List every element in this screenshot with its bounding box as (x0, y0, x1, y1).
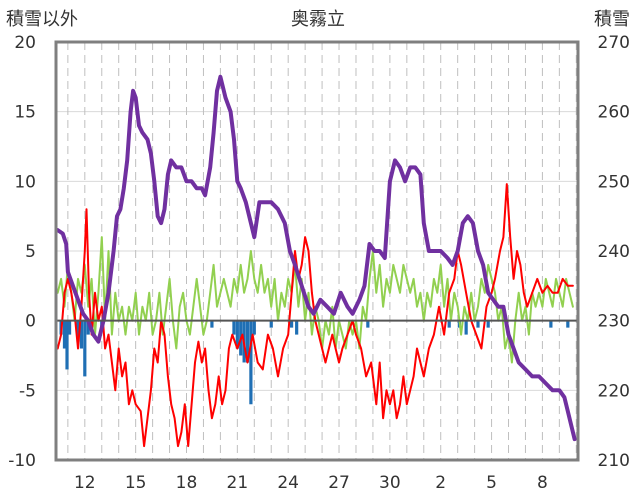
precip-bar (295, 320, 299, 335)
right-y-axis: 270 260 250 240 230 220 210 (598, 33, 630, 471)
precip-bar (235, 320, 239, 349)
left-tick-label: 10 (14, 172, 36, 192)
x-axis: 12 15 18 21 24 27 30 2 5 8 (74, 473, 548, 493)
precip-bar (65, 320, 69, 370)
right-tick-label: 240 (598, 242, 630, 262)
precip-bar (232, 320, 236, 335)
series-lines (55, 74, 577, 448)
precip-bar (549, 320, 553, 328)
x-tick-label: 8 (537, 473, 548, 493)
x-tick-label: 27 (328, 473, 350, 493)
right-tick-label: 230 (598, 312, 630, 332)
right-tick-label: 260 (598, 103, 630, 123)
left-tick-label: 0 (25, 312, 36, 332)
x-tick-label: 12 (74, 473, 96, 493)
left-axis-title: 積雪以外 (6, 9, 78, 30)
precip-bar (464, 320, 468, 335)
right-tick-label: 220 (598, 381, 630, 401)
precip-bar (566, 320, 570, 328)
left-tick-label: -5 (19, 381, 36, 401)
x-tick-label: 21 (227, 473, 249, 493)
snow_depth-line (55, 74, 577, 442)
precip-bar (83, 320, 87, 377)
precip-bar (289, 320, 294, 328)
right-axis-title: 積雪 (594, 9, 630, 30)
precip-bar (86, 320, 90, 335)
chart-title: 奥霧立 (291, 9, 345, 30)
x-tick-label: 30 (379, 473, 401, 493)
temperature-line (56, 183, 574, 448)
left-y-axis: 20 15 10 5 0 -5 -10 (8, 33, 36, 471)
precip-bar (447, 320, 451, 328)
x-tick-label: 24 (277, 473, 299, 493)
left-tick-label: 15 (14, 103, 36, 123)
precip-bar (67, 320, 72, 335)
precip-bar (252, 320, 256, 335)
x-tick-label: 18 (176, 473, 198, 493)
precip-bar (210, 320, 214, 328)
right-tick-label: 270 (598, 33, 630, 53)
right-tick-label: 250 (598, 172, 630, 192)
right-tick-label: 210 (598, 451, 630, 471)
precip-bars (59, 320, 570, 405)
x-tick-label: 15 (125, 473, 147, 493)
precip-bar (76, 320, 80, 342)
precip-bar (245, 320, 250, 363)
precip-bar (366, 320, 370, 328)
precip-bar (79, 320, 84, 349)
x-tick-label: 2 (435, 473, 446, 493)
precip-bar (269, 320, 273, 328)
left-tick-label: 5 (25, 242, 36, 262)
precip-bar (476, 320, 480, 328)
precip-bar (249, 320, 253, 405)
precip-bar (486, 320, 490, 328)
left-tick-label: -10 (8, 451, 36, 471)
plot-frame (54, 40, 580, 462)
x-tick-label: 5 (486, 473, 497, 493)
left-tick-label: 20 (14, 33, 36, 53)
precip-bar (62, 320, 67, 349)
